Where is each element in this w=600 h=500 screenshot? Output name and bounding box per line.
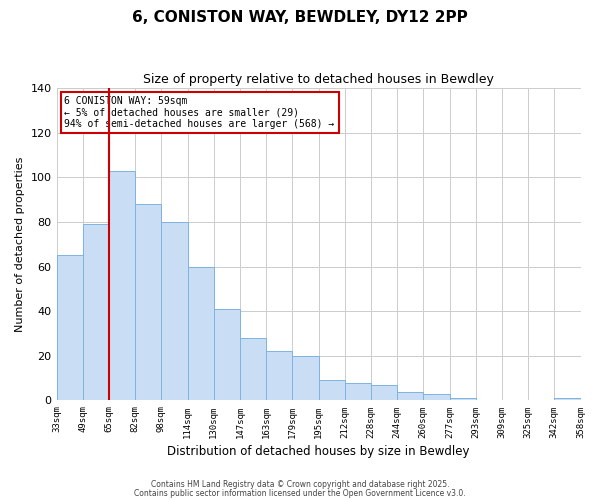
Bar — [449, 398, 476, 400]
Bar — [345, 382, 371, 400]
Bar — [266, 352, 292, 401]
Text: Contains public sector information licensed under the Open Government Licence v3: Contains public sector information licen… — [134, 488, 466, 498]
Bar — [135, 204, 161, 400]
Text: 6, CONISTON WAY, BEWDLEY, DY12 2PP: 6, CONISTON WAY, BEWDLEY, DY12 2PP — [132, 10, 468, 25]
Bar — [109, 170, 135, 400]
Bar — [56, 256, 83, 400]
Text: 6 CONISTON WAY: 59sqm
← 5% of detached houses are smaller (29)
94% of semi-detac: 6 CONISTON WAY: 59sqm ← 5% of detached h… — [64, 96, 335, 129]
Bar — [424, 394, 449, 400]
Y-axis label: Number of detached properties: Number of detached properties — [15, 156, 25, 332]
X-axis label: Distribution of detached houses by size in Bewdley: Distribution of detached houses by size … — [167, 444, 470, 458]
Bar — [214, 309, 240, 400]
Bar — [397, 392, 424, 400]
Bar — [554, 398, 581, 400]
Title: Size of property relative to detached houses in Bewdley: Size of property relative to detached ho… — [143, 72, 494, 86]
Bar — [83, 224, 109, 400]
Bar — [292, 356, 319, 401]
Bar — [371, 385, 397, 400]
Bar — [240, 338, 266, 400]
Bar — [319, 380, 345, 400]
Bar — [188, 266, 214, 400]
Text: Contains HM Land Registry data © Crown copyright and database right 2025.: Contains HM Land Registry data © Crown c… — [151, 480, 449, 489]
Bar — [161, 222, 188, 400]
